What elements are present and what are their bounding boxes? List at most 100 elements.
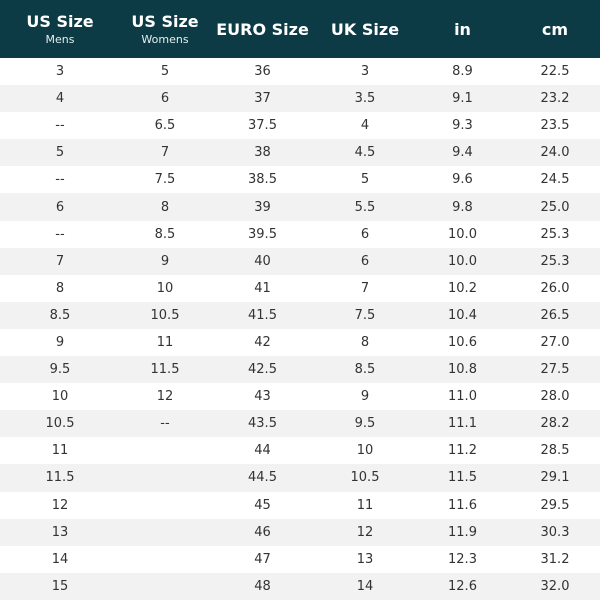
- table-cell: 28.2: [540, 416, 570, 432]
- table-cell: 10.4: [448, 307, 477, 323]
- table-cell: 6: [55, 199, 65, 215]
- table-cell: 10: [356, 443, 374, 459]
- header-title: US Size: [131, 12, 199, 31]
- table-cell: 4: [360, 118, 370, 134]
- table-cell: 14: [356, 578, 374, 594]
- table-cell: 10: [51, 389, 69, 405]
- table-cell: 13: [356, 551, 374, 567]
- header-subtitle: Mens: [45, 33, 75, 46]
- table-cell: 8: [360, 334, 370, 350]
- table-cell: 6: [360, 226, 370, 242]
- table-cell: 37.5: [248, 118, 277, 134]
- table-cell: 31.2: [540, 551, 570, 567]
- table-row: 9 11 42 8 10.6 27.0: [0, 329, 600, 356]
- table-cell: 26.5: [540, 307, 570, 323]
- table-cell: 43: [254, 389, 271, 405]
- table-cell: 25.3: [540, 253, 570, 269]
- table-cell: 8: [160, 199, 170, 215]
- table-cell: 24.5: [540, 172, 570, 188]
- table-row: 15 48 14 12.6 32.0: [0, 572, 600, 600]
- table-cell: 12: [356, 524, 374, 540]
- table-cell: 10.6: [448, 334, 477, 350]
- table-cell: 36: [254, 64, 271, 80]
- table-cell: 11: [51, 443, 69, 459]
- table-row: 8.5 10.5 41.5 7.5 10.4 26.5: [0, 301, 600, 329]
- table-cell: 44: [254, 443, 271, 459]
- table-row: -- 8.5 39.5 6 10.0 25.3: [0, 221, 600, 248]
- table-cell: 9: [55, 334, 65, 350]
- table-cell: 7.5: [354, 307, 376, 323]
- table-cell: 11.2: [448, 443, 477, 459]
- table-cell: 8.5: [354, 362, 376, 378]
- table-row: 8 10 41 7 10.2 26.0: [0, 275, 600, 302]
- table-cell: 15: [51, 578, 69, 594]
- table-cell: 42: [254, 334, 271, 350]
- table-row: 4 6 37 3.5 9.1 23.2: [0, 85, 600, 113]
- table-cell: 43.5: [248, 416, 277, 432]
- table-row: 10.5 -- 43.5 9.5 11.1 28.2: [0, 410, 600, 438]
- table-row: -- 7.5 38.5 5 9.6 24.5: [0, 166, 600, 193]
- table-cell: 11.1: [448, 416, 477, 432]
- table-cell: 10: [156, 280, 174, 296]
- table-cell: 26.0: [540, 280, 570, 296]
- header-cell: cm: [510, 0, 600, 58]
- table-cell: 37: [254, 91, 271, 107]
- table-cell: 9.1: [452, 91, 473, 107]
- header-cell: UK Size: [315, 0, 415, 58]
- table-cell: 11.5: [448, 470, 477, 486]
- table-cell: 9.8: [452, 199, 473, 215]
- table-cell: 9.4: [452, 145, 473, 161]
- table-cell: 22.5: [540, 64, 570, 80]
- table-cell: --: [55, 118, 65, 134]
- table-row: 5 7 38 4.5 9.4 24.0: [0, 139, 600, 167]
- table-cell: 41: [254, 280, 271, 296]
- table-cell: 46: [254, 524, 271, 540]
- header-cell: US Size Womens: [120, 0, 210, 58]
- table-cell: 7.5: [154, 172, 176, 188]
- table-cell: 8.5: [154, 226, 176, 242]
- table-cell: 7: [160, 145, 170, 161]
- table-cell: 13: [51, 524, 69, 540]
- table-cell: 45: [254, 497, 271, 513]
- table-cell: 39.5: [248, 226, 277, 242]
- table-cell: 47: [254, 551, 271, 567]
- table-cell: 10.2: [448, 280, 477, 296]
- table-cell: 29.1: [540, 470, 570, 486]
- table-cell: 12.6: [448, 578, 477, 594]
- table-row: -- 6.5 37.5 4 9.3 23.5: [0, 112, 600, 139]
- table-cell: 3.5: [354, 91, 376, 107]
- table-cell: 11: [356, 497, 374, 513]
- table-cell: 5.5: [354, 199, 376, 215]
- table-cell: 28.5: [540, 443, 570, 459]
- header-title: cm: [541, 19, 569, 39]
- table-cell: 11.0: [448, 389, 477, 405]
- header-title: US Size: [26, 12, 94, 31]
- table-cell: 44.5: [248, 470, 277, 486]
- table-cell: 12.3: [448, 551, 477, 567]
- table-cell: 40: [254, 253, 271, 269]
- table-cell: 11.5: [150, 362, 180, 378]
- table-row: 11 44 10 11.2 28.5: [0, 437, 600, 464]
- table-cell: 8: [55, 280, 65, 296]
- table-cell: 4.5: [354, 145, 376, 161]
- table-row: 11.5 44.5 10.5 11.5 29.1: [0, 464, 600, 492]
- header-cell: US Size Mens: [0, 0, 120, 58]
- table-cell: 8.5: [49, 307, 71, 323]
- table-cell: 6: [360, 253, 370, 269]
- table-cell: 24.0: [540, 145, 570, 161]
- table-cell: 9.3: [452, 118, 473, 134]
- table-cell: 11.9: [448, 524, 477, 540]
- header-title: UK Size: [330, 19, 400, 39]
- table-cell: 9: [360, 389, 370, 405]
- table-cell: 10.5: [150, 307, 180, 323]
- table-cell: 7: [55, 253, 65, 269]
- table-cell: 10.5: [350, 470, 380, 486]
- table-cell: 10.0: [448, 253, 477, 269]
- table-cell: 42.5: [248, 362, 277, 378]
- header-subtitle: Womens: [141, 33, 189, 46]
- table-row: 9.5 11.5 42.5 8.5 10.8 27.5: [0, 356, 600, 384]
- table-cell: 29.5: [540, 497, 570, 513]
- header-cell: in: [415, 0, 510, 58]
- table-cell: 32.0: [540, 578, 570, 594]
